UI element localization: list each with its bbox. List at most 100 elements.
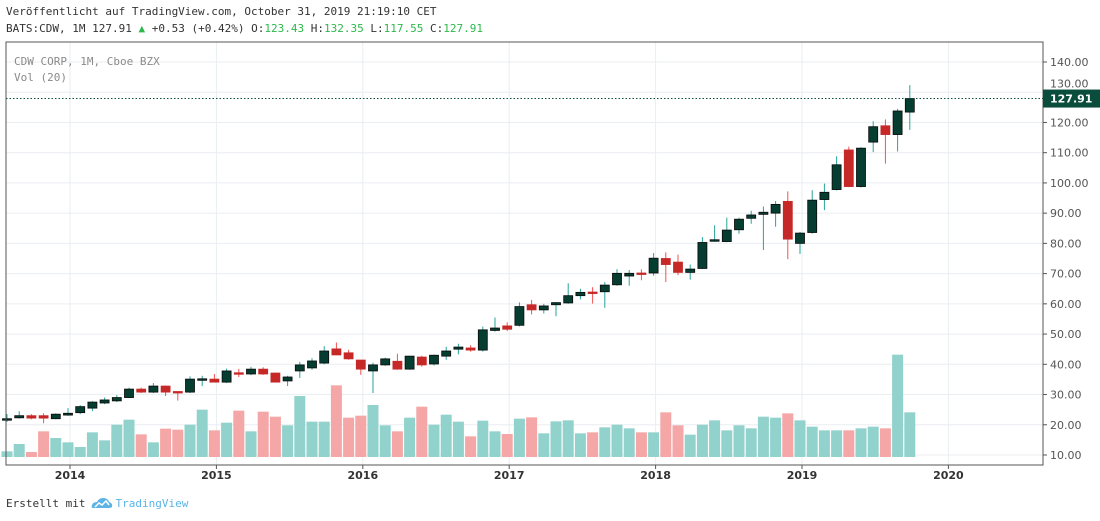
candle[interactable] (453, 343, 464, 355)
candle[interactable] (526, 299, 537, 315)
candle[interactable] (538, 303, 549, 314)
candle[interactable] (270, 372, 281, 383)
candle[interactable] (758, 206, 769, 251)
candle[interactable] (575, 288, 586, 300)
volume-bar (465, 436, 477, 457)
volume-bar (696, 424, 708, 457)
candle[interactable] (38, 413, 49, 424)
candle[interactable] (233, 368, 244, 377)
candle[interactable] (368, 362, 378, 394)
candle-body (209, 378, 220, 383)
candle-body (185, 378, 195, 393)
candle[interactable] (282, 375, 293, 387)
candle[interactable] (807, 190, 818, 234)
volume-bar (269, 416, 281, 457)
candle[interactable] (709, 225, 720, 242)
volume-bar (428, 424, 440, 457)
candle[interactable] (404, 355, 415, 370)
candle[interactable] (587, 287, 598, 304)
candle[interactable] (624, 269, 635, 286)
candle[interactable] (136, 387, 147, 394)
last-price-badge (1043, 89, 1100, 108)
ohlc-line: BATS:CDW, 1M 127.91 ▲ +0.53 (+0.42%) O:1… (6, 22, 483, 35)
volume-bar (391, 431, 403, 457)
candle[interactable] (441, 346, 452, 360)
volume-bar (221, 422, 233, 457)
candle[interactable] (99, 397, 110, 405)
candle[interactable] (246, 366, 256, 376)
candle[interactable] (319, 346, 330, 365)
candle[interactable] (697, 237, 708, 270)
candle[interactable] (148, 383, 159, 394)
candle[interactable] (721, 217, 732, 243)
candle[interactable] (734, 217, 744, 234)
candle[interactable] (416, 355, 427, 367)
candle[interactable] (782, 191, 793, 260)
candle[interactable] (307, 358, 317, 370)
close-value: 127.91 (443, 22, 483, 35)
candle[interactable] (685, 264, 696, 280)
candle[interactable] (880, 119, 891, 164)
candle[interactable] (660, 252, 671, 283)
candle[interactable] (343, 349, 354, 360)
candle[interactable] (599, 282, 610, 308)
volume-bar (684, 434, 696, 457)
candle[interactable] (636, 269, 647, 281)
candle[interactable] (612, 269, 622, 286)
candle[interactable] (563, 283, 574, 304)
candle[interactable] (75, 405, 86, 415)
candle[interactable] (856, 147, 866, 188)
candle[interactable] (429, 354, 439, 366)
candle[interactable] (502, 322, 513, 332)
series-legend: CDW CORP, 1M, Cboe BZX (14, 55, 160, 68)
candle[interactable] (2, 414, 12, 422)
candle[interactable] (160, 385, 171, 397)
volume-bar (233, 410, 245, 457)
candle[interactable] (124, 387, 134, 399)
candle[interactable] (843, 146, 854, 188)
candle[interactable] (380, 357, 391, 366)
candle[interactable] (770, 201, 781, 227)
candle[interactable] (477, 326, 488, 352)
candle[interactable] (331, 342, 342, 356)
candle[interactable] (185, 376, 195, 394)
candle[interactable] (868, 121, 879, 153)
candle[interactable] (258, 367, 269, 375)
candle[interactable] (648, 253, 659, 276)
candle-body (538, 305, 549, 311)
candle[interactable] (221, 368, 232, 384)
candle[interactable] (819, 183, 830, 211)
candle[interactable] (111, 395, 122, 403)
candle[interactable] (465, 345, 476, 352)
volume-bar (757, 416, 769, 457)
candle[interactable] (14, 411, 25, 419)
candle[interactable] (172, 391, 183, 401)
candle[interactable] (746, 210, 757, 224)
candle[interactable] (355, 359, 366, 375)
candle-body (246, 368, 256, 375)
tradingview-logo[interactable]: TradingView (91, 497, 188, 510)
candle[interactable] (87, 401, 98, 412)
candle[interactable] (392, 353, 403, 370)
candle[interactable] (63, 408, 73, 416)
candle-body (331, 348, 342, 356)
y-tick-label: 110.00 (1050, 147, 1089, 160)
volume-bar (709, 420, 721, 457)
volume-bar (440, 414, 452, 457)
candle[interactable] (551, 302, 561, 317)
candle[interactable] (50, 413, 61, 420)
candle[interactable] (795, 231, 805, 254)
candle[interactable] (26, 414, 37, 420)
candle[interactable] (490, 317, 500, 332)
candle-body (307, 360, 317, 369)
candle[interactable] (514, 302, 525, 327)
candle[interactable] (673, 254, 683, 276)
candle[interactable] (209, 373, 220, 383)
x-tick-label: 2020 (933, 469, 964, 482)
candle-body (441, 350, 452, 357)
candle[interactable] (294, 361, 305, 378)
candle[interactable] (831, 156, 842, 191)
candle[interactable] (197, 375, 208, 387)
candle[interactable] (892, 108, 903, 152)
